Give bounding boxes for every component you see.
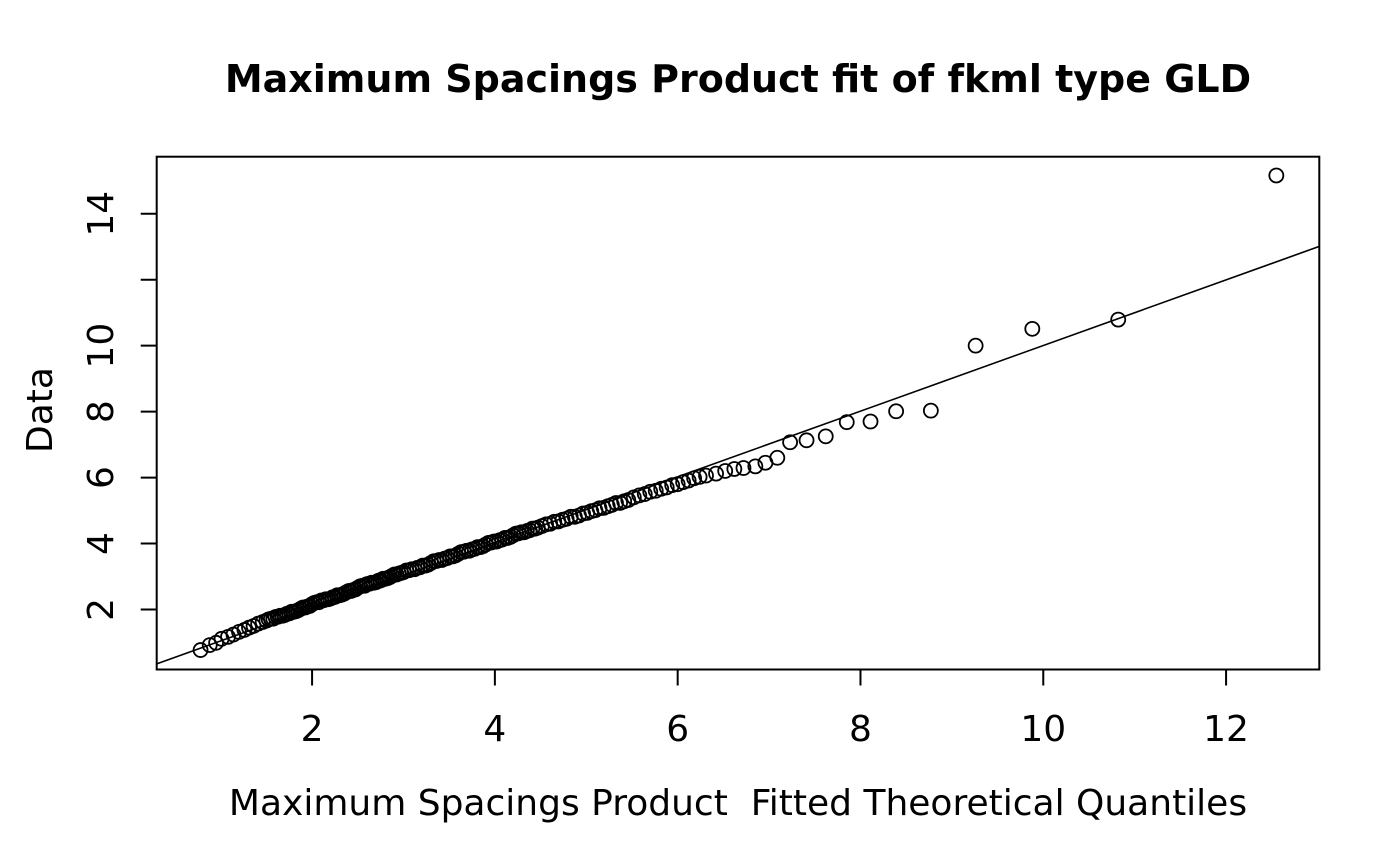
x-tick-label: 2 xyxy=(301,709,324,750)
data-point xyxy=(664,477,681,494)
data-point xyxy=(726,461,743,477)
data-point xyxy=(862,413,879,430)
plot-box xyxy=(155,155,1321,671)
data-point xyxy=(922,402,939,419)
y-axis-label: Data xyxy=(20,367,61,453)
y-tick-label: 2 xyxy=(81,598,122,621)
plot-layer: 2 4 6 8 10 12 2 4 6 8 10 14 xyxy=(81,155,1321,750)
x-tick-label: 4 xyxy=(483,709,506,750)
data-point xyxy=(1024,320,1041,337)
data-point xyxy=(782,434,798,451)
chart-title: Maximum Spacings Product fit of fkml typ… xyxy=(225,57,1251,101)
y-tick-label: 8 xyxy=(81,400,122,423)
data-point xyxy=(708,465,724,482)
y-tick-label: 14 xyxy=(81,191,122,237)
data-point xyxy=(608,495,624,511)
data-point xyxy=(735,460,752,476)
data-point xyxy=(201,637,218,653)
data-point xyxy=(642,483,659,500)
data-point xyxy=(691,469,708,485)
x-axis-label: Maximum Spacings Product Fitted Theoreti… xyxy=(229,783,1247,824)
data-point xyxy=(769,449,786,466)
data-point xyxy=(1268,167,1285,184)
data-point xyxy=(698,467,714,484)
y-tick-label: 4 xyxy=(81,532,122,555)
x-tick-label: 12 xyxy=(1203,709,1249,750)
data-point xyxy=(967,337,984,354)
y-tick-label: 10 xyxy=(81,323,122,369)
data-point xyxy=(798,432,815,449)
data-point xyxy=(717,463,734,479)
data-point xyxy=(747,458,764,475)
x-tick-label: 8 xyxy=(849,709,872,750)
x-tick-label: 10 xyxy=(1020,709,1066,750)
x-tick-label: 6 xyxy=(666,709,689,750)
data-point xyxy=(192,642,209,658)
data-point xyxy=(838,414,855,431)
y-tick-label: 6 xyxy=(81,466,122,489)
data-point xyxy=(1110,311,1127,328)
data-point xyxy=(888,403,905,420)
data-point xyxy=(817,428,834,445)
